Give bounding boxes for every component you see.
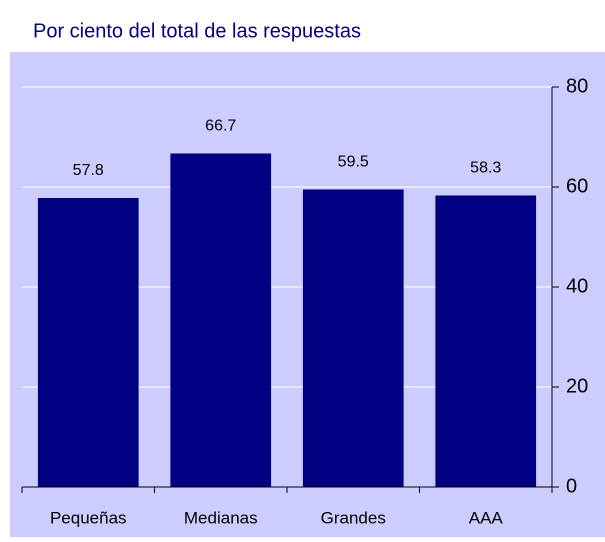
x-tick-label: AAA bbox=[469, 508, 504, 527]
x-tick-label: Grandes bbox=[321, 508, 386, 527]
value-label: 66.7 bbox=[205, 118, 236, 135]
value-label: 58.3 bbox=[470, 160, 501, 177]
bar bbox=[302, 189, 404, 487]
y-tick-label: 60 bbox=[566, 175, 588, 197]
x-tick-label: Medianas bbox=[184, 508, 258, 527]
bar bbox=[37, 198, 139, 487]
x-tick-label: Pequeñas bbox=[50, 508, 127, 527]
value-label: 57.8 bbox=[73, 162, 104, 179]
y-tick-label: 20 bbox=[566, 375, 588, 397]
y-tick-label: 80 bbox=[566, 75, 588, 97]
bar bbox=[170, 153, 272, 487]
y-tick-label: 40 bbox=[566, 275, 588, 297]
bar bbox=[435, 195, 537, 487]
value-label: 59.5 bbox=[338, 154, 369, 171]
chart-title: Por ciento del total de las respuestas bbox=[33, 20, 361, 42]
y-tick-label: 0 bbox=[566, 475, 577, 497]
